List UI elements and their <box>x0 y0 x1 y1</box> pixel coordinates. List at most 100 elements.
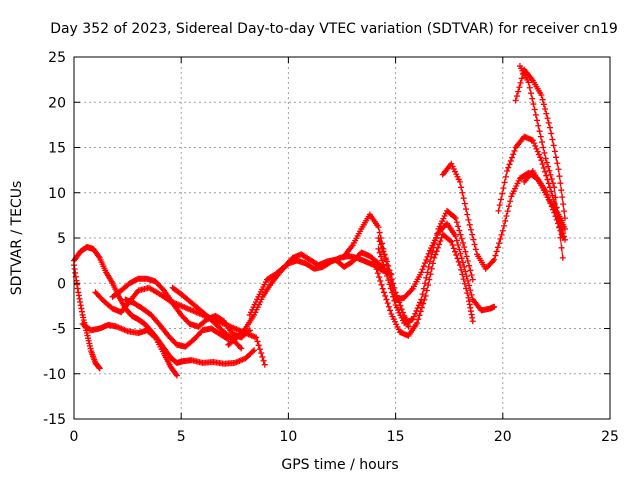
data-point <box>535 122 542 129</box>
data-point <box>460 276 467 283</box>
data-point <box>455 223 462 230</box>
data-point <box>385 262 392 269</box>
data-point <box>377 253 384 260</box>
series-pass-18 <box>521 168 568 232</box>
data-point <box>469 231 476 238</box>
data-point <box>557 180 564 187</box>
data-point <box>456 178 463 185</box>
data-point <box>498 231 505 238</box>
data-point <box>425 282 432 289</box>
data-point <box>527 90 534 97</box>
data-point <box>545 119 552 126</box>
data-point <box>386 267 393 274</box>
data-point <box>422 280 429 287</box>
data-point <box>376 229 383 236</box>
data-point <box>381 265 388 272</box>
data-point <box>259 353 266 360</box>
data-point <box>502 217 509 224</box>
data-point <box>556 224 563 231</box>
data-point <box>380 248 387 255</box>
data-point <box>472 246 479 253</box>
data-point <box>172 371 179 378</box>
data-point <box>430 244 437 251</box>
data-point <box>415 302 422 309</box>
data-point <box>377 277 384 284</box>
data-point <box>539 161 546 168</box>
data-point <box>238 345 245 352</box>
data-point <box>504 168 511 175</box>
data-point <box>492 252 499 259</box>
data-point <box>534 148 541 155</box>
y-tick-label: 25 <box>48 50 66 66</box>
data-point <box>526 84 533 91</box>
data-point <box>413 307 420 314</box>
data-point <box>379 257 386 264</box>
data-point <box>449 241 456 248</box>
data-point <box>379 245 386 252</box>
data-point <box>387 307 394 314</box>
data-point <box>545 163 552 170</box>
series-pass-3 <box>79 320 180 379</box>
y-tick-label: -5 <box>52 322 66 338</box>
data-point <box>253 334 260 341</box>
data-point <box>398 306 405 313</box>
data-point <box>541 149 548 156</box>
data-point <box>548 176 555 183</box>
data-point <box>489 258 496 265</box>
data-point <box>542 105 549 112</box>
data-point <box>505 203 512 210</box>
data-point <box>454 255 461 262</box>
data-point <box>466 282 473 289</box>
data-point <box>458 266 465 273</box>
data-point <box>453 219 460 226</box>
data-point <box>418 296 425 303</box>
data-point <box>375 224 382 231</box>
data-point <box>384 300 391 307</box>
data-point <box>555 166 562 173</box>
data-point <box>408 286 415 293</box>
data-point <box>251 347 258 354</box>
data-point <box>409 316 416 323</box>
series-pass-13 <box>375 235 412 330</box>
data-point <box>561 236 568 243</box>
data-point <box>388 276 395 283</box>
x-tick-label: 25 <box>601 429 619 445</box>
data-point <box>548 188 555 195</box>
data-point <box>433 248 440 255</box>
data-point <box>382 269 389 276</box>
data-point <box>385 303 392 310</box>
data-point <box>431 254 438 261</box>
chart-title: Day 352 of 2023, Sidereal Day-to-day VTE… <box>50 21 618 37</box>
data-point <box>463 206 470 213</box>
data-point <box>508 154 515 161</box>
data-point <box>383 296 390 303</box>
series-pass-1 <box>71 244 258 367</box>
grid-lines <box>74 57 610 419</box>
data-point <box>414 305 421 312</box>
data-point <box>428 265 435 272</box>
data-point <box>525 79 532 86</box>
data-point <box>432 251 439 258</box>
data-point <box>505 164 512 171</box>
data-point <box>459 239 466 246</box>
data-point <box>373 266 380 273</box>
data-point <box>461 200 468 207</box>
series-pass-16 <box>512 66 568 222</box>
data-point <box>387 271 394 278</box>
data-point <box>458 235 465 242</box>
data-point <box>469 276 476 283</box>
data-point <box>384 273 391 280</box>
data-point <box>396 299 403 306</box>
data-point <box>423 274 430 281</box>
data-point <box>507 198 514 205</box>
data-point <box>502 173 509 180</box>
y-tick-label: 0 <box>57 276 66 292</box>
data-point <box>544 115 551 122</box>
data-point <box>464 290 471 297</box>
data-point <box>159 286 166 293</box>
data-point <box>537 154 544 161</box>
data-point <box>560 201 567 208</box>
data-point <box>530 101 537 108</box>
data-point <box>531 140 538 147</box>
